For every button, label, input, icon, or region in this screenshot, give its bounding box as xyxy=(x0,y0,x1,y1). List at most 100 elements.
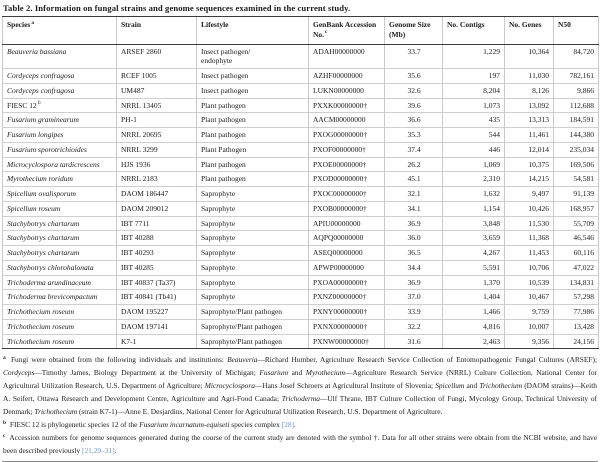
cell-contigs: 1,370 xyxy=(442,275,505,291)
cell-species: Trichothecium roseum xyxy=(2,334,117,350)
cell-n50: 13,428 xyxy=(553,319,599,335)
table-row: Stachybotrys chlorohalonata IBT 40285 Sapr… xyxy=(2,260,599,276)
cell-species: Cordyceps confragosa xyxy=(2,83,117,99)
cell-strain: IBT 40841 (Tb41) xyxy=(116,289,197,305)
cell-accession: PXOD00000000† xyxy=(308,171,385,187)
cell-genome-size: 32.6 xyxy=(384,83,443,99)
cell-strain: UM487 xyxy=(116,83,197,99)
table-row: Trichoderma brevicompactum IBT 40841 (Tb4… xyxy=(2,289,599,305)
cell-accession: PXNY00000000† xyxy=(308,304,385,320)
header-row: Speciesa Strain Lifestyle GenBank Access… xyxy=(2,16,599,45)
table-row: Trichothecium roseum K7-1 Saprophyte/Plant… xyxy=(2,334,599,350)
table-row: Myrothecium roridum NRRL 2183 Plant pathog… xyxy=(2,171,599,187)
cell-lifestyle: Plant pathogen xyxy=(196,157,309,173)
cell-accession: APIU00000000 xyxy=(308,216,385,232)
species-name-italic: Spicellum xyxy=(435,381,465,391)
cell-contigs: 1,069 xyxy=(442,157,505,173)
cell-contigs: 3,659 xyxy=(442,230,505,246)
cell-species: Trichoderma brevicompactum xyxy=(2,289,117,305)
cell-n50: 91,139 xyxy=(553,186,599,202)
footnote-b: b FIESC 12 is phylogenetic species 12 of… xyxy=(3,419,296,430)
cell-lifestyle: Saprophyte/Plant pathogen xyxy=(196,319,309,335)
cell-lifestyle: Saprophyte/Plant pathogen xyxy=(196,334,309,350)
cell-genes: 13,092 xyxy=(504,98,554,114)
cell-n50: 60,116 xyxy=(553,245,599,261)
cell-lifestyle: Plant Pathogen xyxy=(196,142,309,158)
table-row: Stachybotrys chartarum IBT 40288 Saprophyt… xyxy=(2,230,599,246)
cell-strain: ARSEF 2860 xyxy=(116,44,197,69)
cell-species: Stachybotrys chartarum xyxy=(2,216,117,232)
cell-accession: LUKN00000000 xyxy=(308,83,385,99)
cell-contigs: 5,591 xyxy=(442,260,505,276)
cell-genes: 10,426 xyxy=(504,201,554,217)
cell-genes: 10,364 xyxy=(504,44,554,69)
cell-contigs: 1,466 xyxy=(442,304,505,320)
cell-n50: 168,957 xyxy=(553,201,599,217)
cell-lifestyle: Saprophyte/Plant pathogen xyxy=(196,304,309,320)
cell-genes: 10,467 xyxy=(504,289,554,305)
cell-lifestyle: Saprophyte xyxy=(196,216,309,232)
cell-contigs: 4,816 xyxy=(442,319,505,335)
cell-strain: IBT 40837 (Ta37) xyxy=(116,275,197,291)
cell-lifestyle: Saprophyte xyxy=(196,275,309,291)
cell-lifestyle: Saprophyte xyxy=(196,230,309,246)
cell-n50: 46,546 xyxy=(553,230,599,246)
cell-contigs: 1,073 xyxy=(442,98,505,114)
table-row: Trichothecium roseum DAOM 197141 Saprophyt… xyxy=(2,319,599,335)
species-name-italic: Microcyclospora xyxy=(204,381,255,391)
cell-genome-size: 33.7 xyxy=(384,44,443,69)
cell-n50: 9,866 xyxy=(553,83,599,99)
cell-genome-size: 36.0 xyxy=(384,230,443,246)
table-row: Fusarium sporotrichioides NRRL 3299 Plant … xyxy=(2,142,599,158)
table-row: Spicellum roseum DAOM 209012 Saprophyte PXO… xyxy=(2,201,599,217)
cell-n50: 24,156 xyxy=(553,334,599,350)
cell-genome-size: 26.2 xyxy=(384,157,443,173)
cell-lifestyle: Plant pathogen xyxy=(196,127,309,143)
cell-genome-size: 36.9 xyxy=(384,275,443,291)
cell-genome-size: 33.9 xyxy=(384,304,443,320)
cell-strain: NRRL 2183 xyxy=(116,171,197,187)
cell-lifestyle: Saprophyte xyxy=(196,289,309,305)
cell-accession: AACM00000000 xyxy=(308,112,385,128)
cell-genes: 11,453 xyxy=(504,245,554,261)
cell-species: Fusarium sporotrichioides xyxy=(2,142,117,158)
cell-species: Cordyceps confragosa xyxy=(2,68,117,84)
cell-species: Stachybotrys chartarum xyxy=(2,245,117,261)
cell-strain: NRRL 3299 xyxy=(116,142,197,158)
species-name-italic: Trichothecium xyxy=(479,381,523,391)
cell-lifestyle: Insect pathogen xyxy=(196,68,309,84)
cell-lifestyle: Plant pathogen xyxy=(196,98,309,114)
cell-genome-size: 31.6 xyxy=(384,334,443,350)
table-row: Beauveria bassiana ARSEF 2860 Insect patho… xyxy=(2,44,599,69)
species-name-italic: Fusarium incarnatum-equiseti xyxy=(139,420,230,430)
cell-genes: 11,030 xyxy=(504,68,554,84)
cell-genes: 9,356 xyxy=(504,334,554,350)
table-row: Stachybotrys chartarum IBT 7711 Saprophyte… xyxy=(2,216,599,232)
footnote-marker: c xyxy=(3,432,6,439)
cell-accession: PXOF00000000† xyxy=(308,142,385,158)
cell-genes: 12,014 xyxy=(504,142,554,158)
table-row: Stachybotrys chartarum IBT 40293 Saprophyt… xyxy=(2,245,599,261)
cell-genome-size: 39.6 xyxy=(384,98,443,114)
cell-n50: 84,720 xyxy=(553,44,599,69)
cell-contigs: 2,463 xyxy=(442,334,505,350)
cell-genes: 10,539 xyxy=(504,275,554,291)
footnote-c: c Accession numbers for genome sequences… xyxy=(3,432,597,456)
footnote-ref-a: a xyxy=(31,19,35,26)
reference-link[interactable]: [21,29–31] xyxy=(82,446,115,456)
cell-lifestyle: Saprophyte xyxy=(196,201,309,217)
col-header-no-genes: No. Genes xyxy=(504,16,554,45)
footnote-a: a Fungi were obtained from the following… xyxy=(3,354,597,417)
cell-genes: 10,007 xyxy=(504,319,554,335)
reference-link[interactable]: [28] xyxy=(281,420,295,430)
cell-species: Fusarium longipes xyxy=(2,127,117,143)
col-header-species: Speciesa xyxy=(2,16,117,45)
footnotes: a Fungi were obtained from the following… xyxy=(2,353,598,462)
cell-strain: PH-1 xyxy=(116,112,197,128)
cell-strain: K7-1 xyxy=(116,334,197,350)
cell-n50: 134,831 xyxy=(553,275,599,291)
cell-species: Stachybotrys chartarum xyxy=(2,230,117,246)
cell-strain: IBT 40285 xyxy=(116,260,197,276)
cell-contigs: 1,154 xyxy=(442,201,505,217)
col-header-lifestyle: Lifestyle xyxy=(196,16,309,45)
